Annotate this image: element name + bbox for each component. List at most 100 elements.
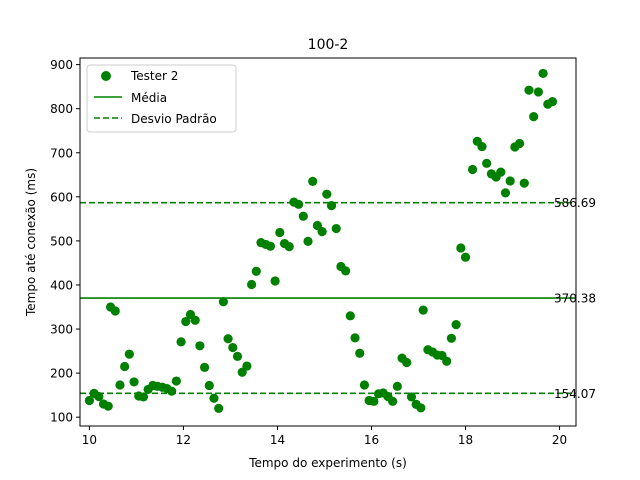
data-point	[460, 252, 471, 262]
data-point	[392, 381, 402, 391]
y-tick-label: 100	[50, 411, 73, 425]
y-tick-label: 800	[50, 102, 73, 116]
data-point	[294, 199, 304, 209]
data-point	[190, 315, 200, 325]
data-point	[446, 333, 457, 343]
data-point	[529, 112, 539, 122]
x-tick-label: 20	[552, 433, 567, 447]
y-axis-label: Tempo até conexão (ms)	[24, 168, 38, 317]
data-point	[199, 362, 210, 372]
data-point	[171, 376, 181, 386]
data-point	[359, 380, 370, 390]
legend-marker-tester	[101, 71, 111, 81]
data-point	[388, 396, 398, 406]
data-point	[355, 348, 365, 358]
data-point	[110, 306, 120, 316]
x-tick-label: 10	[82, 433, 97, 447]
y-tick-label: 700	[50, 146, 73, 160]
data-point	[341, 266, 351, 276]
data-point	[232, 351, 243, 361]
data-point	[442, 356, 452, 366]
data-point	[251, 266, 261, 276]
data-point	[120, 361, 130, 372]
annotation-mean: 370.38	[554, 292, 596, 306]
data-point	[467, 164, 478, 175]
data-point	[451, 320, 461, 330]
legend-label-desvio: Desvio Padrão	[131, 112, 217, 126]
data-point	[209, 393, 219, 403]
data-point	[538, 68, 548, 79]
data-point	[406, 392, 417, 402]
y-axis: 100 200 300 400 500 600 700 800 900	[50, 58, 80, 425]
y-tick-label: 300	[50, 323, 73, 337]
data-point	[124, 349, 134, 359]
data-point	[500, 188, 511, 198]
data-point	[496, 167, 506, 177]
data-point	[284, 242, 294, 252]
plot-area	[80, 68, 576, 413]
data-point	[524, 85, 534, 95]
data-point	[242, 361, 252, 371]
data-point	[270, 276, 280, 286]
annotation-upper: 586.69	[554, 196, 596, 210]
y-tick-label: 500	[50, 234, 73, 248]
legend-label-media: Média	[131, 91, 167, 105]
data-point	[331, 223, 341, 234]
data-point	[345, 311, 355, 321]
x-axis-label: Tempo do experimento (s)	[248, 456, 407, 470]
legend: Tester 2 Média Desvio Padrão	[86, 64, 237, 133]
data-point	[129, 377, 139, 387]
data-point	[298, 211, 308, 221]
x-tick-label: 16	[364, 433, 379, 447]
data-point	[369, 396, 379, 406]
chart-title: 100-2	[308, 37, 349, 53]
data-point	[181, 316, 191, 327]
legend-label-tester: Tester 2	[130, 69, 178, 83]
data-point	[416, 403, 426, 413]
data-point	[247, 279, 257, 290]
data-point	[176, 337, 186, 347]
data-point	[275, 227, 285, 238]
legend-box	[86, 64, 237, 133]
plot-frame	[79, 57, 577, 427]
data-point	[350, 333, 360, 343]
data-point	[84, 395, 95, 406]
data-point	[195, 341, 205, 351]
data-point	[547, 97, 558, 107]
data-point	[103, 401, 113, 411]
data-point	[519, 178, 529, 188]
annotation-lower: 154.07	[554, 387, 596, 401]
data-point	[317, 227, 327, 237]
x-tick-label: 12	[176, 433, 191, 447]
data-point	[533, 87, 543, 97]
data-point	[456, 243, 466, 253]
data-point	[167, 386, 177, 396]
data-point	[303, 236, 313, 246]
data-point	[308, 176, 318, 187]
data-point	[482, 158, 492, 168]
y-tick-label: 200	[50, 367, 73, 381]
data-point	[138, 392, 149, 402]
data-point	[204, 380, 214, 391]
x-tick-label: 14	[270, 433, 285, 447]
x-axis: 10 12 14 16 18 20	[82, 426, 567, 447]
data-point	[322, 189, 332, 199]
data-point	[514, 138, 525, 149]
data-point	[326, 201, 337, 211]
data-point	[418, 305, 428, 315]
y-tick-label: 400	[50, 278, 73, 292]
data-point	[505, 176, 515, 186]
y-tick-label: 600	[50, 190, 73, 204]
data-point	[402, 357, 412, 368]
data-point	[218, 297, 228, 307]
data-point	[265, 241, 276, 251]
y-tick-label: 900	[50, 58, 73, 72]
data-point	[94, 391, 104, 402]
data-point	[228, 342, 238, 353]
data-point	[214, 403, 224, 413]
data-point	[477, 141, 487, 152]
data-point	[223, 334, 233, 344]
data-point	[115, 380, 125, 390]
x-tick-label: 18	[458, 433, 473, 447]
